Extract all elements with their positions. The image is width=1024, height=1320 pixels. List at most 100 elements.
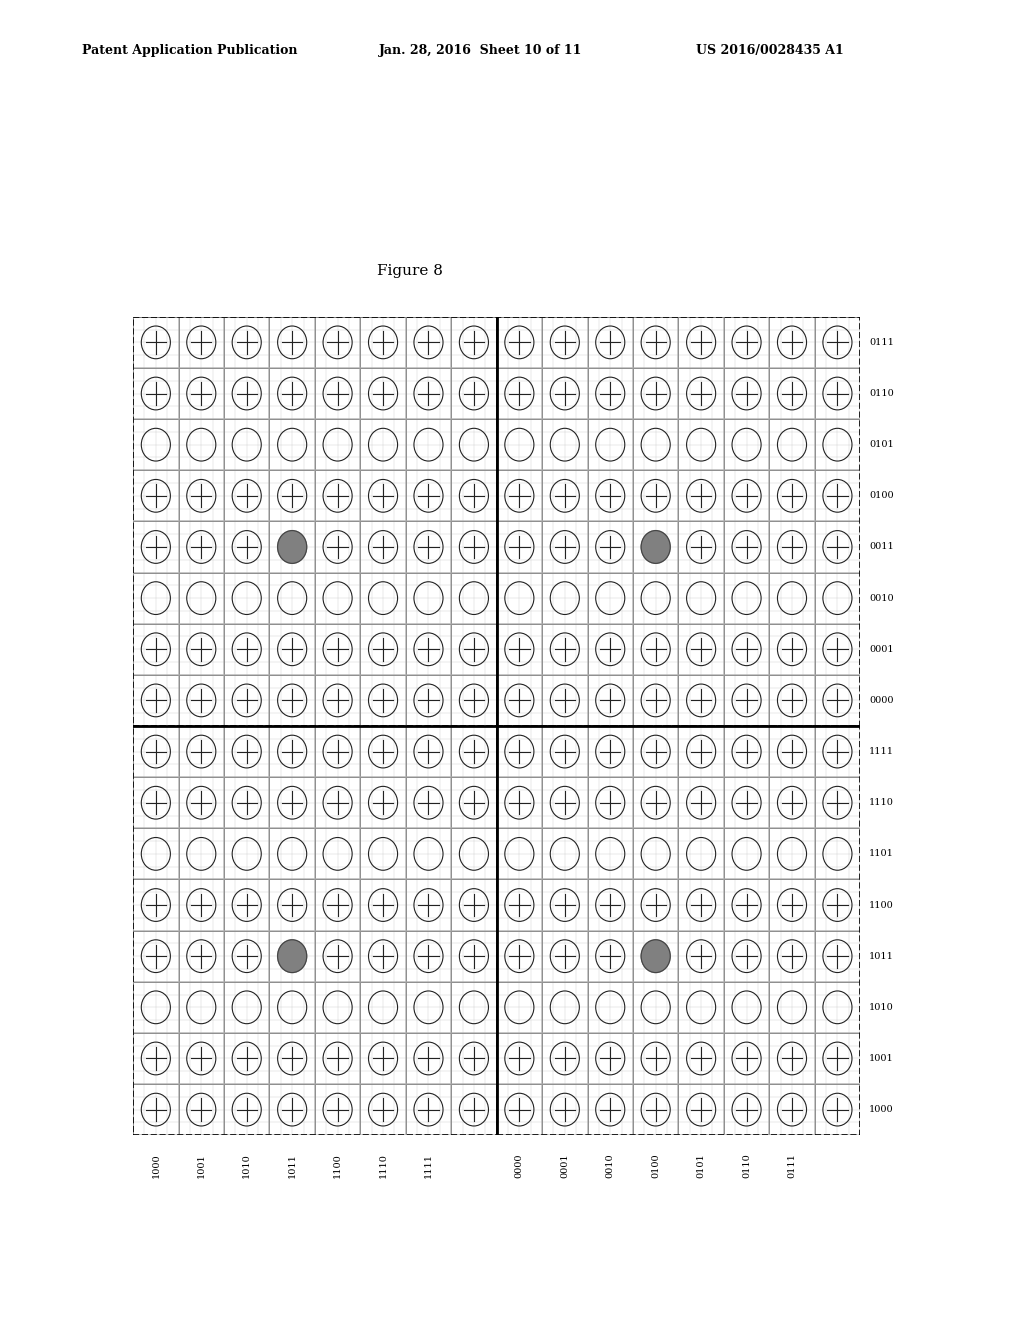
Bar bbox=[269, 317, 315, 368]
Bar bbox=[542, 317, 588, 368]
Bar bbox=[360, 317, 406, 368]
Bar bbox=[633, 368, 679, 418]
Text: 0010: 0010 bbox=[606, 1154, 614, 1177]
Bar bbox=[724, 1084, 769, 1135]
Text: 0110: 0110 bbox=[869, 389, 894, 399]
Bar bbox=[406, 1032, 452, 1084]
Text: 1100: 1100 bbox=[333, 1154, 342, 1177]
Bar bbox=[406, 829, 452, 879]
Text: 1001: 1001 bbox=[197, 1154, 206, 1177]
Bar bbox=[633, 879, 679, 931]
Text: 1011: 1011 bbox=[869, 952, 894, 961]
Bar bbox=[542, 368, 588, 418]
Bar bbox=[588, 573, 633, 623]
Text: 0001: 0001 bbox=[869, 644, 894, 653]
Bar bbox=[452, 623, 497, 675]
Text: 1000: 1000 bbox=[152, 1154, 161, 1177]
Bar bbox=[497, 470, 542, 521]
Bar bbox=[769, 1032, 815, 1084]
Bar bbox=[269, 829, 315, 879]
Bar bbox=[133, 521, 178, 573]
Bar bbox=[406, 573, 452, 623]
Bar bbox=[178, 573, 224, 623]
Text: 0000: 0000 bbox=[515, 1154, 524, 1177]
Bar bbox=[452, 368, 497, 418]
Bar bbox=[452, 879, 497, 931]
Bar bbox=[315, 726, 360, 777]
Bar bbox=[224, 418, 269, 470]
Bar bbox=[406, 418, 452, 470]
Bar bbox=[724, 675, 769, 726]
Bar bbox=[497, 777, 542, 829]
Bar bbox=[815, 521, 860, 573]
Bar bbox=[542, 418, 588, 470]
Bar bbox=[224, 573, 269, 623]
Text: 0111: 0111 bbox=[869, 338, 894, 347]
Bar bbox=[360, 521, 406, 573]
Bar bbox=[452, 777, 497, 829]
Bar bbox=[542, 777, 588, 829]
Bar bbox=[269, 879, 315, 931]
Bar bbox=[178, 931, 224, 982]
Bar bbox=[497, 1084, 542, 1135]
Bar bbox=[769, 521, 815, 573]
Bar bbox=[633, 521, 679, 573]
Bar bbox=[633, 418, 679, 470]
Bar bbox=[224, 726, 269, 777]
Bar bbox=[588, 982, 633, 1032]
Bar bbox=[269, 931, 315, 982]
Bar bbox=[542, 1032, 588, 1084]
Bar bbox=[815, 573, 860, 623]
Bar bbox=[315, 931, 360, 982]
Text: 0000: 0000 bbox=[869, 696, 894, 705]
Bar bbox=[542, 573, 588, 623]
Bar bbox=[224, 521, 269, 573]
Bar bbox=[724, 931, 769, 982]
Bar bbox=[360, 470, 406, 521]
Bar bbox=[315, 521, 360, 573]
Bar bbox=[678, 623, 724, 675]
Bar bbox=[497, 368, 542, 418]
Bar bbox=[542, 879, 588, 931]
Bar bbox=[224, 623, 269, 675]
Bar bbox=[769, 1084, 815, 1135]
Text: US 2016/0028435 A1: US 2016/0028435 A1 bbox=[696, 44, 844, 57]
Bar bbox=[678, 675, 724, 726]
Bar bbox=[769, 931, 815, 982]
Bar bbox=[178, 418, 224, 470]
Bar bbox=[269, 1084, 315, 1135]
Text: Figure 8: Figure 8 bbox=[377, 264, 442, 279]
Bar bbox=[315, 982, 360, 1032]
Bar bbox=[452, 521, 497, 573]
Bar bbox=[406, 675, 452, 726]
Bar bbox=[633, 982, 679, 1032]
Text: 0001: 0001 bbox=[560, 1154, 569, 1177]
Bar bbox=[360, 982, 406, 1032]
Bar bbox=[133, 829, 178, 879]
Bar bbox=[497, 521, 542, 573]
Bar bbox=[269, 726, 315, 777]
Bar bbox=[133, 470, 178, 521]
Bar bbox=[452, 317, 497, 368]
Bar bbox=[815, 982, 860, 1032]
Bar bbox=[633, 829, 679, 879]
Bar bbox=[724, 470, 769, 521]
Bar bbox=[315, 1032, 360, 1084]
Bar bbox=[588, 1032, 633, 1084]
Bar bbox=[497, 675, 542, 726]
Circle shape bbox=[641, 940, 671, 973]
Bar bbox=[633, 1032, 679, 1084]
Bar bbox=[497, 726, 542, 777]
Bar bbox=[360, 368, 406, 418]
Bar bbox=[815, 623, 860, 675]
Bar bbox=[678, 726, 724, 777]
Bar bbox=[678, 931, 724, 982]
Bar bbox=[815, 726, 860, 777]
Bar bbox=[178, 623, 224, 675]
Bar bbox=[269, 418, 315, 470]
Text: 1000: 1000 bbox=[869, 1105, 894, 1114]
Bar bbox=[406, 470, 452, 521]
Bar bbox=[769, 573, 815, 623]
Bar bbox=[315, 368, 360, 418]
Bar bbox=[452, 470, 497, 521]
